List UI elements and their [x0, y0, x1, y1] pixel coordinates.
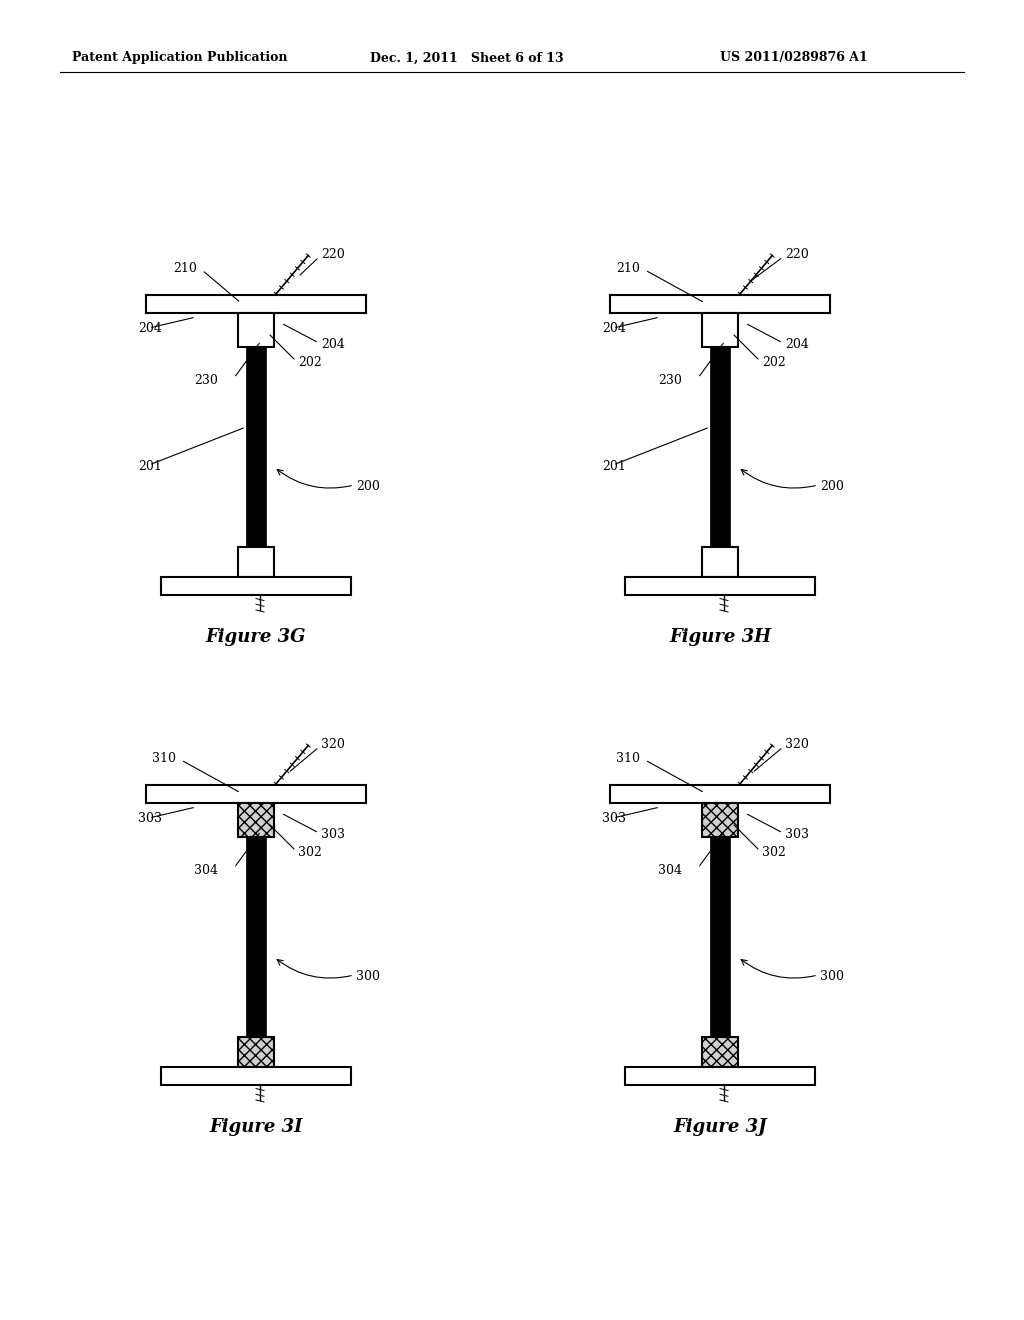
Bar — [246, 347, 266, 546]
Text: 310: 310 — [616, 751, 640, 764]
Text: Figure 3I: Figure 3I — [209, 1118, 303, 1137]
Text: Figure 3H: Figure 3H — [669, 628, 771, 645]
Text: 320: 320 — [785, 738, 809, 751]
Text: 202: 202 — [298, 356, 322, 370]
Text: 202: 202 — [762, 356, 785, 370]
Text: 201: 201 — [138, 461, 162, 474]
Text: 200: 200 — [356, 480, 380, 494]
Bar — [238, 1038, 274, 1067]
Bar — [702, 313, 738, 347]
Text: 204: 204 — [785, 338, 809, 351]
Text: 303: 303 — [321, 829, 345, 842]
Text: 210: 210 — [173, 261, 197, 275]
Text: 304: 304 — [658, 865, 682, 878]
Bar — [161, 577, 351, 595]
Bar — [625, 577, 815, 595]
Text: 302: 302 — [762, 846, 785, 859]
Bar — [146, 294, 366, 313]
Bar — [702, 1038, 738, 1067]
Bar — [161, 1067, 351, 1085]
Text: 303: 303 — [602, 812, 626, 825]
Text: Patent Application Publication: Patent Application Publication — [72, 51, 288, 65]
Text: Figure 3J: Figure 3J — [673, 1118, 767, 1137]
Text: 204: 204 — [602, 322, 626, 334]
Text: 304: 304 — [194, 865, 218, 878]
Bar — [610, 785, 830, 803]
Bar — [710, 347, 730, 546]
Text: 204: 204 — [321, 338, 345, 351]
Text: 220: 220 — [785, 248, 809, 261]
Text: 310: 310 — [152, 751, 176, 764]
Text: 220: 220 — [321, 248, 345, 261]
Text: 230: 230 — [195, 375, 218, 388]
Text: 320: 320 — [321, 738, 345, 751]
Text: 201: 201 — [602, 461, 626, 474]
Bar — [238, 546, 274, 577]
Text: 300: 300 — [356, 970, 380, 983]
Text: 230: 230 — [658, 375, 682, 388]
Text: 300: 300 — [820, 970, 844, 983]
Bar — [702, 803, 738, 837]
Text: 200: 200 — [820, 480, 844, 494]
Bar — [625, 1067, 815, 1085]
Bar — [246, 837, 266, 1038]
Bar — [238, 313, 274, 347]
Text: Dec. 1, 2011   Sheet 6 of 13: Dec. 1, 2011 Sheet 6 of 13 — [370, 51, 563, 65]
Bar — [146, 785, 366, 803]
Text: Figure 3G: Figure 3G — [206, 628, 306, 645]
Text: 210: 210 — [616, 261, 640, 275]
Bar — [610, 294, 830, 313]
Text: 303: 303 — [138, 812, 162, 825]
Text: US 2011/0289876 A1: US 2011/0289876 A1 — [720, 51, 867, 65]
Bar — [710, 837, 730, 1038]
Bar — [702, 546, 738, 577]
Text: 303: 303 — [785, 829, 809, 842]
Text: 204: 204 — [138, 322, 162, 334]
Text: 302: 302 — [298, 846, 322, 859]
Bar — [238, 803, 274, 837]
